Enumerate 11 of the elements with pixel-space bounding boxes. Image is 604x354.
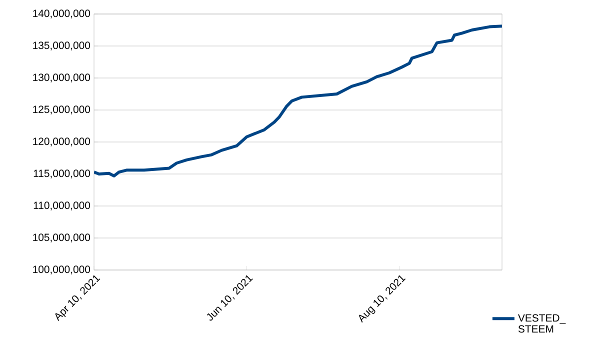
y-tick-label: 120,000,000 <box>33 138 90 146</box>
y-tick-label: 105,000,000 <box>33 234 90 242</box>
y-tick-label: 125,000,000 <box>33 106 90 114</box>
y-tick-label: 140,000,000 <box>33 10 90 18</box>
y-tick-label: 130,000,000 <box>33 74 90 82</box>
y-tick-label: 135,000,000 <box>33 42 90 50</box>
legend-label: VESTED_STEEM <box>518 314 566 333</box>
y-tick-label: 110,000,000 <box>34 202 90 210</box>
y-tick-label: 100,000,000 <box>33 266 90 274</box>
y-tick-label: 115,000,000 <box>34 170 90 178</box>
line-series <box>94 24 502 178</box>
